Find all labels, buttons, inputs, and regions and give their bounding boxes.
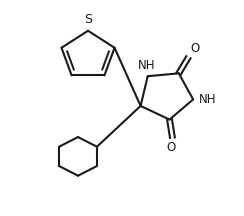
Text: NH: NH [138, 59, 155, 72]
Text: NH: NH [198, 93, 216, 106]
Text: O: O [190, 42, 200, 55]
Text: O: O [167, 141, 176, 154]
Text: S: S [84, 13, 92, 26]
